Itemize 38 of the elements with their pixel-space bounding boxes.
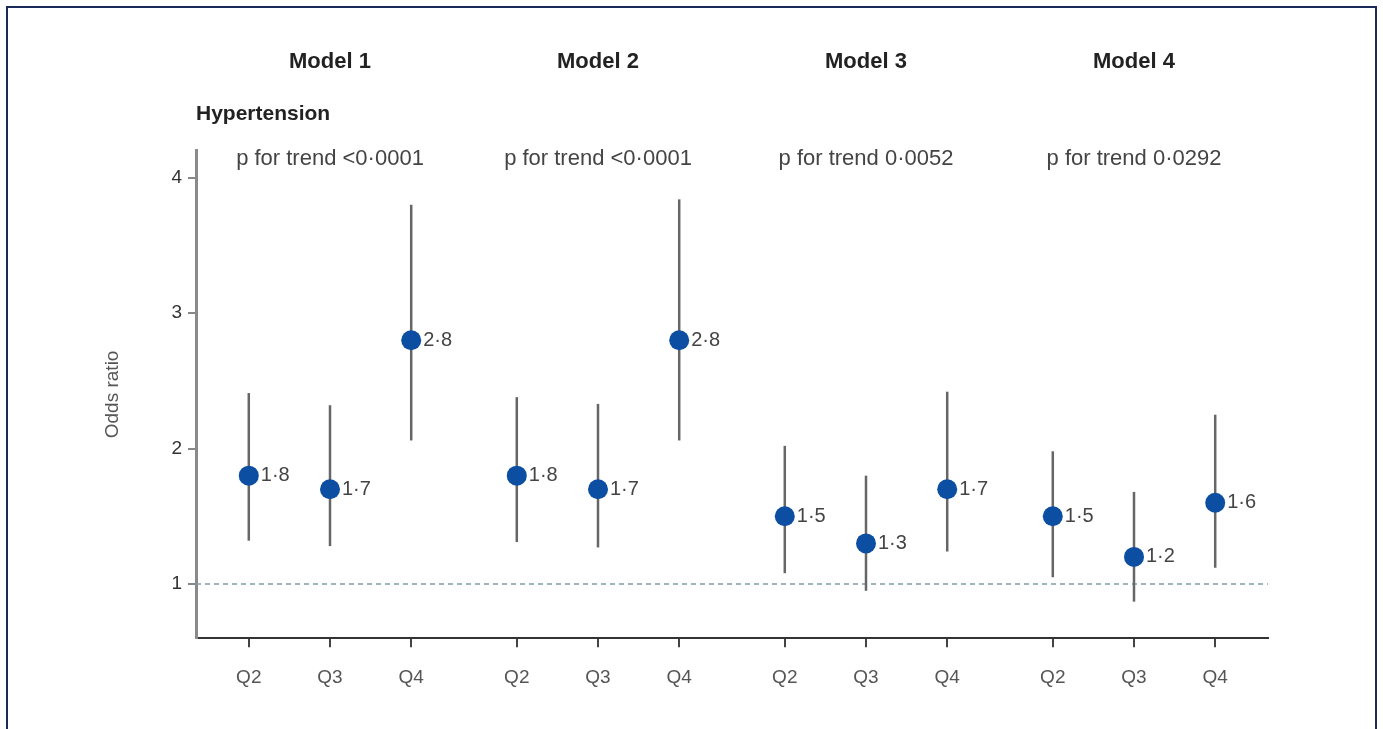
data-label: 1·5 — [1064, 503, 1094, 526]
y-axis-title: Odds ratio — [100, 350, 122, 439]
text: Model 4 — [1093, 48, 1176, 74]
x-tick-label: Q2 — [236, 665, 262, 687]
data-label: 1·6 — [1227, 490, 1257, 513]
data-label: 1·7 — [342, 476, 371, 499]
text: Model 2 — [557, 48, 639, 74]
x-tick-label: Q4 — [666, 665, 693, 687]
data-label: 1·8 — [528, 463, 558, 486]
chart-title: Hypertension — [196, 100, 331, 124]
x-tick-label: Q3 — [853, 665, 879, 687]
y-tick-label: 3 — [171, 301, 182, 323]
data-label: 1·2 — [1146, 544, 1175, 567]
y-tick-label: 2 — [171, 436, 182, 458]
annotation: p for trend <0·0001 — [236, 144, 424, 170]
annotation: p for trend 0·0052 — [778, 144, 954, 170]
x-tick-label: Q2 — [772, 665, 798, 687]
data-label: 1·3 — [878, 530, 907, 553]
x-tick-label: Q2 — [1040, 665, 1066, 687]
data-label: 1·7 — [959, 476, 989, 499]
y-tick-label: 4 — [171, 165, 183, 187]
x-tick-label: Q3 — [1121, 665, 1147, 687]
x-tick-label: Q4 — [934, 665, 961, 687]
data-label: 2·8 — [423, 327, 453, 350]
annotation: p for trend <0·0001 — [504, 144, 692, 170]
annotation: p for trend 0·0292 — [1046, 144, 1222, 170]
text: Model 3 — [825, 48, 907, 74]
data-label: 1·5 — [796, 503, 826, 526]
text: Model 1 — [289, 48, 371, 74]
x-tick-label: Q3 — [585, 665, 611, 687]
data-label: 1·8 — [260, 463, 290, 486]
data-label: 2·8 — [691, 327, 721, 350]
x-tick-label: Q2 — [504, 665, 530, 687]
x-tick-label: Q3 — [317, 665, 343, 687]
y-tick-label: 1 — [171, 572, 182, 594]
x-tick-label: Q4 — [398, 665, 425, 687]
data-label: 1·7 — [610, 476, 639, 499]
x-tick-label: Q4 — [1202, 665, 1229, 687]
